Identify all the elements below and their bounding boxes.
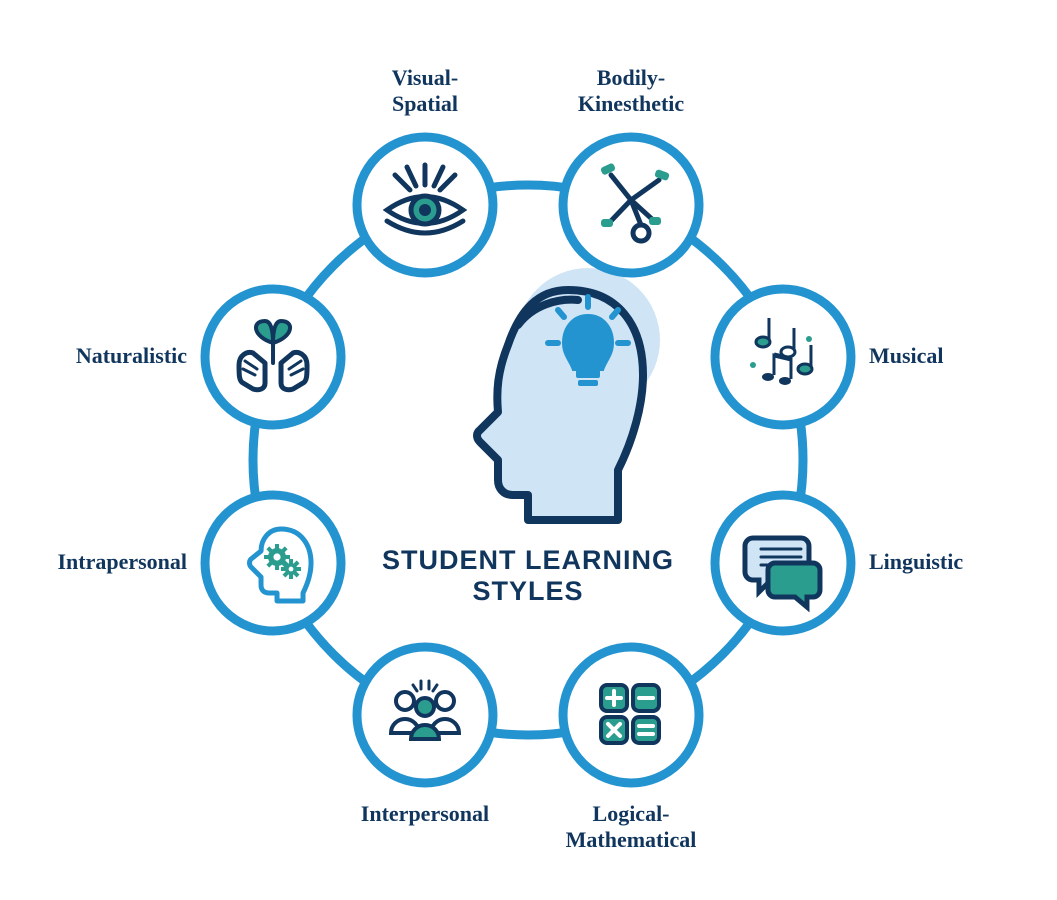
- node-label-bodily-kinesthetic: Bodily- Kinesthetic: [541, 65, 721, 118]
- diagram-container: STUDENT LEARNING STYLES Visual- Spatial B…: [0, 0, 1057, 900]
- node-label-intrapersonal: Intrapersonal: [7, 549, 187, 575]
- node-label-musical: Musical: [869, 343, 1049, 369]
- node-label-visual-spatial: Visual- Spatial: [335, 65, 515, 118]
- node-label-naturalistic: Naturalistic: [7, 343, 187, 369]
- diagram-svg: [0, 0, 1057, 900]
- center-title: STUDENT LEARNING STYLES: [328, 545, 728, 607]
- node-circle-logical-mathematical: [563, 647, 699, 783]
- node-label-interpersonal: Interpersonal: [335, 801, 515, 827]
- node-label-linguistic: Linguistic: [869, 549, 1049, 575]
- node-label-logical-mathematical: Logical- Mathematical: [541, 801, 721, 854]
